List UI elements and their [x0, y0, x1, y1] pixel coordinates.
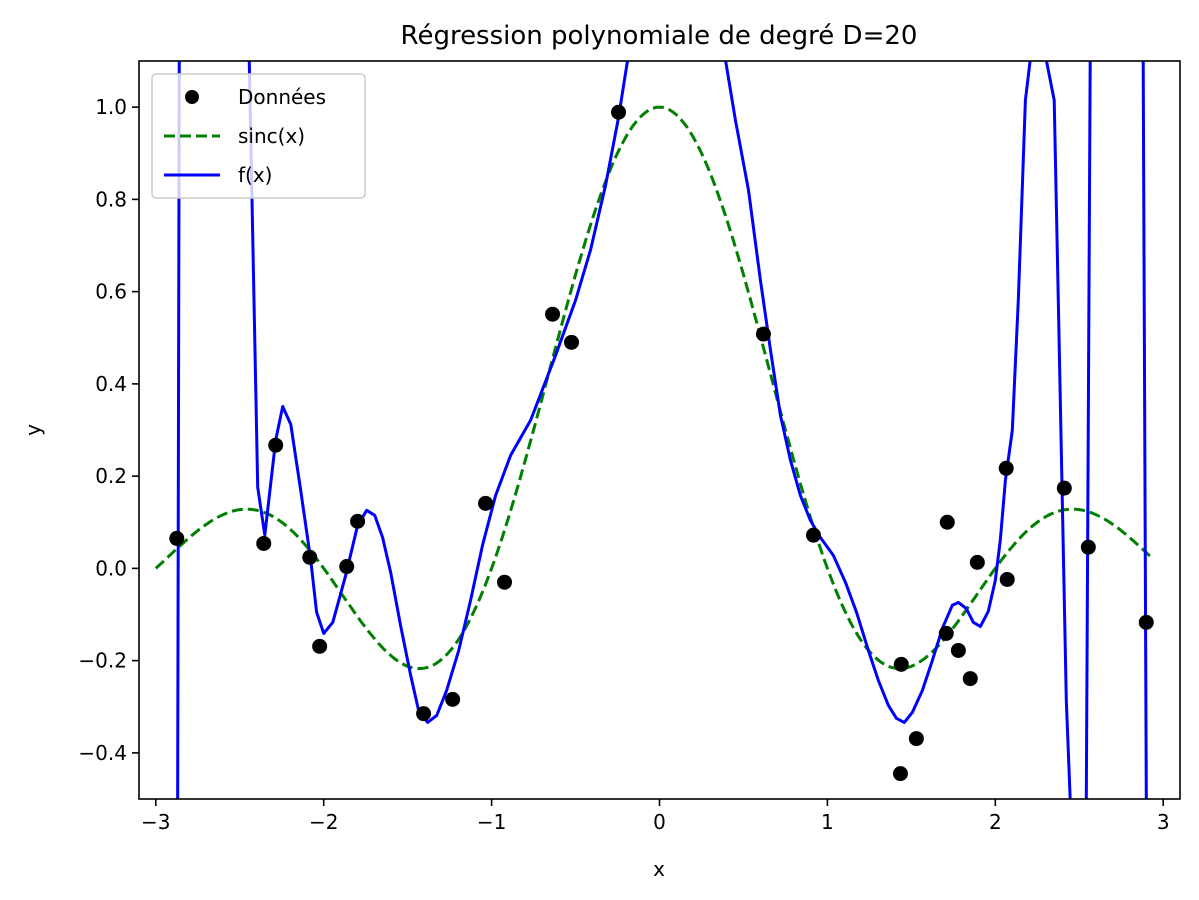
data-point: [962, 671, 978, 687]
y-tick-label: 0.0: [95, 556, 127, 580]
data-point: [339, 559, 355, 575]
data-point: [611, 104, 627, 120]
data-point: [256, 535, 272, 551]
data-point: [893, 656, 909, 672]
data-point: [938, 625, 954, 641]
x-axis-label: x: [653, 857, 665, 881]
data-point: [169, 530, 185, 546]
data-point: [445, 691, 461, 707]
data-point: [312, 638, 328, 654]
x-tick-label: −2: [309, 810, 338, 834]
data-point: [1138, 614, 1154, 630]
plot-area: [154, 61, 1155, 799]
data-point: [939, 514, 955, 530]
data-point: [416, 706, 432, 722]
data-point: [1056, 480, 1072, 496]
sinc-line: [154, 105, 1155, 670]
data-point: [755, 326, 771, 342]
data-point: [892, 766, 908, 782]
y-axis-label: y: [21, 424, 45, 436]
data-point: [497, 574, 513, 590]
data-point: [969, 554, 985, 570]
data-point: [998, 460, 1014, 476]
data-point: [302, 549, 318, 565]
data-point: [268, 437, 284, 453]
legend-box: [151, 73, 366, 199]
y-tick-label: −0.2: [78, 649, 127, 673]
data-point: [999, 571, 1015, 587]
legend-label-sinc: sinc(x): [238, 124, 305, 148]
x-tick-label: 2: [989, 810, 1002, 834]
data-point: [908, 731, 924, 747]
x-tick-label: 3: [1157, 810, 1170, 834]
legend: Données sinc(x) f(x): [151, 73, 366, 199]
x-tick-label: −3: [141, 810, 170, 834]
data-point: [545, 306, 561, 322]
x-tick-label: 0: [653, 810, 666, 834]
fx-line: [176, 61, 1148, 799]
data-point: [564, 334, 580, 350]
legend-marker-data: [185, 90, 199, 104]
data-point: [478, 495, 494, 511]
data-point: [950, 642, 966, 658]
y-tick-label: 0.4: [95, 372, 127, 396]
y-tick-label: 0.8: [95, 187, 127, 211]
x-tick-label: −1: [477, 810, 506, 834]
y-tick-label: 0.2: [95, 464, 127, 488]
y-tick-label: −0.4: [78, 741, 127, 765]
legend-label-data: Données: [238, 85, 326, 109]
y-tick-label: 1.0: [95, 95, 127, 119]
y-tick-label: 0.6: [95, 280, 127, 304]
chart-title: Régression polynomiale de degré D=20: [401, 21, 918, 51]
data-point: [805, 527, 821, 543]
data-point: [350, 513, 366, 529]
legend-label-fx: f(x): [238, 163, 272, 187]
x-tick-label: 1: [821, 810, 834, 834]
ticks: −3 −2 −1 0 1 2 3 −0.4 −0.2 0.0 0.2 0.4 0.6 0.8 1.0: [78, 95, 1169, 834]
data-point: [1080, 539, 1096, 555]
